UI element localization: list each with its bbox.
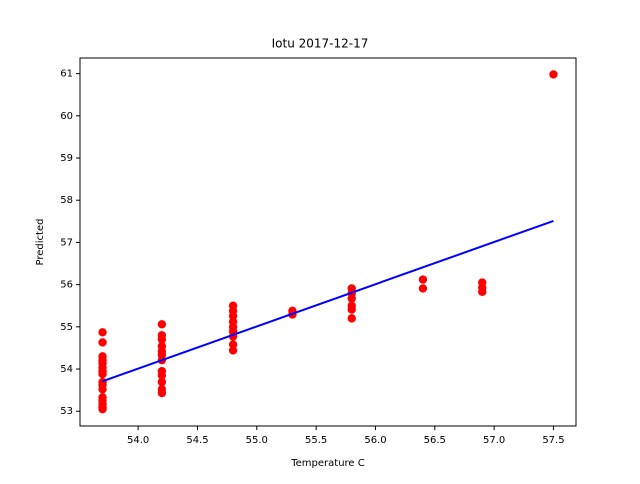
x-tick-label: 57.5	[542, 435, 564, 446]
y-axis-label: Predicted	[35, 219, 46, 266]
x-tick-label: 54.5	[186, 435, 208, 446]
y-tick-label: 61	[60, 69, 73, 80]
point	[347, 305, 356, 314]
point	[157, 335, 167, 344]
point	[157, 371, 167, 380]
point	[347, 314, 356, 323]
point	[98, 385, 107, 394]
x-tick-label: 55.5	[305, 435, 327, 446]
x-tick-label: 55.0	[246, 435, 268, 446]
point	[98, 369, 107, 379]
y-tick-label: 54	[60, 364, 73, 375]
y-tick-label: 55	[60, 322, 73, 333]
point	[418, 275, 428, 284]
point	[418, 284, 428, 293]
y-tick-label: 56	[60, 280, 73, 291]
y-tick-label: 59	[60, 153, 73, 164]
x-tick-label: 56.5	[424, 435, 446, 446]
point	[478, 287, 487, 296]
point	[98, 328, 107, 337]
point	[228, 311, 238, 321]
y-tick-label: 58	[60, 195, 73, 206]
point	[98, 338, 107, 347]
chart-title: Iotu 2017-12-17	[272, 37, 369, 51]
y-tick-label: 57	[60, 237, 73, 248]
plot-frame	[79, 57, 577, 427]
x-tick-label: 54.0	[127, 435, 149, 446]
point	[347, 294, 356, 303]
point	[228, 346, 238, 355]
point	[228, 340, 238, 349]
y-tick-label: 60	[60, 111, 73, 122]
point	[157, 388, 167, 398]
x-tick-label: 56.0	[364, 435, 386, 446]
fit-line	[102, 219, 554, 383]
y-tick-label: 53	[60, 406, 73, 417]
point	[549, 70, 558, 79]
point	[157, 320, 167, 329]
x-axis-label: Temperature C	[290, 458, 365, 469]
point	[98, 404, 107, 414]
x-tick-label: 57.0	[483, 435, 505, 446]
point	[157, 377, 167, 387]
